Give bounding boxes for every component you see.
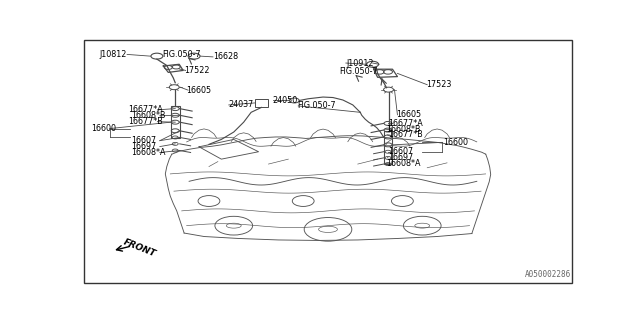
Text: A050002286: A050002286 [525,270,571,279]
Bar [171,106,180,138]
Text: J10912: J10912 [347,59,374,68]
Text: 24050: 24050 [273,96,298,105]
Text: 16608*A: 16608*A [131,148,166,157]
Text: 16608*A: 16608*A [386,159,420,168]
Text: FRONT: FRONT [122,237,157,259]
Text: 16600: 16600 [91,124,116,133]
Text: 16608*B: 16608*B [386,124,420,133]
Bar [255,99,269,108]
Text: 17522: 17522 [184,66,210,75]
Text: FIG.050-7: FIG.050-7 [297,101,336,110]
Text: 16697: 16697 [131,142,156,151]
Text: 16677*B: 16677*B [129,117,163,126]
Text: 24037: 24037 [229,100,254,109]
Text: 16607: 16607 [388,147,413,156]
Text: 16600: 16600 [443,138,468,147]
Text: 17523: 17523 [426,80,452,89]
Text: FIG.050-7: FIG.050-7 [339,67,378,76]
Text: 16677*B: 16677*B [388,131,423,140]
Text: 16607: 16607 [131,136,156,145]
Text: 16677*A: 16677*A [388,119,423,128]
Text: 16608*B: 16608*B [131,111,166,120]
Bar [383,131,392,164]
Text: 16697: 16697 [388,153,414,162]
Text: 16628: 16628 [213,52,238,61]
Text: J10812: J10812 [100,50,127,59]
Text: 16677*A: 16677*A [129,105,163,114]
Text: 16605: 16605 [396,110,422,119]
Text: FIG.050-7: FIG.050-7 [162,50,200,59]
Text: 16605: 16605 [187,86,212,95]
